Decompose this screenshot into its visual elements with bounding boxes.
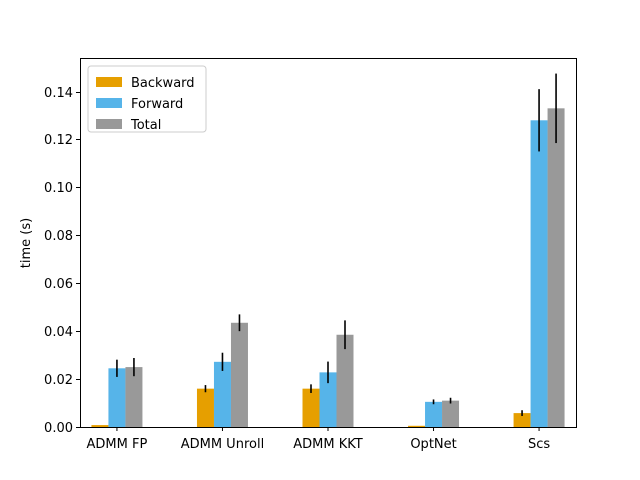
bar-backward [513,413,531,427]
legend-swatch-backward [96,77,122,87]
x-tick-label: ADMM FP [87,437,148,452]
bar-forward [530,120,548,427]
y-tick-label: 0.12 [44,133,73,148]
legend: Backward Forward Total [87,65,207,133]
bar-backward [408,425,426,427]
bar-forward [213,361,231,427]
legend-label-forward: Forward [131,97,183,112]
legend-swatch-total [96,119,122,129]
bar-forward [108,368,126,427]
axes-frame [80,58,577,428]
bar-forward [319,372,337,427]
x-tick-label: OptNet [410,437,456,452]
bar-backward [196,388,214,427]
y-tick-label: 0.08 [44,229,73,244]
x-tick-label: ADMM KKT [293,437,363,452]
y-tick-label: 0.04 [44,325,73,340]
bar-total [125,367,143,427]
y-tick-label: 0.00 [44,421,73,436]
y-tick-label: 0.02 [44,373,73,388]
bar-total [442,400,460,427]
bar-total [230,322,248,427]
y-ticks-group: 0.00 0.02 0.04 0.06 0.08 0.10 0.12 0.14 [44,86,80,436]
y-axis-label: time (s) [19,218,34,268]
x-ticks-group: ADMM FP ADMM Unroll ADMM KKT OptNet Scs [87,427,550,452]
bar-total [336,334,354,427]
bar-backward [302,388,320,427]
bars-group [91,108,565,428]
y-tick-label: 0.10 [44,181,73,196]
legend-label-total: Total [130,118,161,133]
bar-total [547,108,565,428]
y-tick-label: 0.14 [44,86,73,101]
legend-label-backward: Backward [131,76,195,91]
bar-backward [91,425,109,427]
legend-swatch-forward [96,98,122,108]
error-bars-group [116,73,557,416]
bar-forward [425,401,443,427]
x-tick-label: ADMM Unroll [181,437,264,452]
y-tick-label: 0.06 [44,277,73,292]
x-tick-label: Scs [528,437,550,452]
